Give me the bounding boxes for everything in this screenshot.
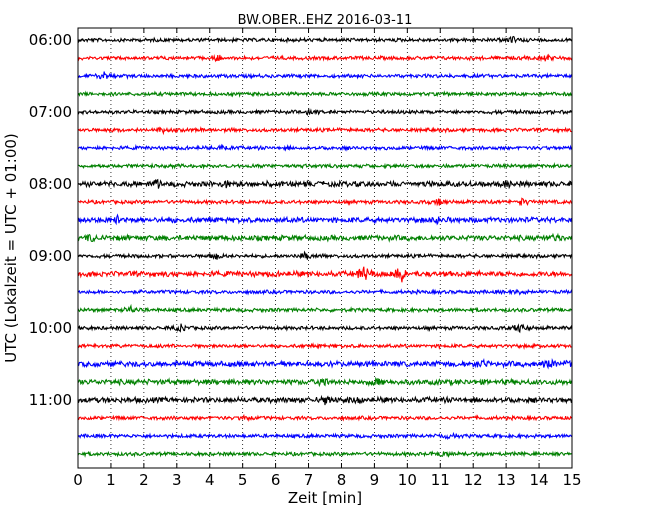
x-tick-label: 10 xyxy=(398,471,417,489)
y-axis-label: UTC (Lokalzeit = UTC + 01:00) xyxy=(2,133,20,363)
y-tick-label: 09:00 xyxy=(29,247,72,265)
grid-lines xyxy=(110,28,540,468)
trace-0930 xyxy=(77,288,573,296)
trace-group xyxy=(77,35,573,458)
x-axis: 0 1 2 3 4 5 6 7 8 9 10 11 12 13 14 15 xyxy=(73,28,582,489)
x-tick-label: 15 xyxy=(562,471,581,489)
trace-0645 xyxy=(77,90,573,98)
x-tick-label: 0 xyxy=(73,471,83,489)
trace-1000 xyxy=(77,323,573,334)
trace-1115 xyxy=(77,413,573,423)
trace-0945 xyxy=(77,303,573,314)
x-axis-label: Zeit [min] xyxy=(288,489,362,507)
x-tick-label: 3 xyxy=(172,471,182,489)
trace-1015 xyxy=(77,342,573,351)
trace-0745 xyxy=(77,161,573,170)
chart-title: BW.OBER..EHZ 2016-03-11 xyxy=(238,13,413,28)
x-tick-label: 5 xyxy=(238,471,248,489)
x-tick-label: 2 xyxy=(139,471,149,489)
plot-frame xyxy=(77,27,573,469)
trace-0630 xyxy=(77,71,573,80)
trace-1100 xyxy=(77,394,573,406)
trace-1130 xyxy=(77,431,573,440)
y-axis: 06:00 07:00 08:00 09:00 10:00 11:00 xyxy=(29,31,572,409)
x-tick-label: 7 xyxy=(304,471,314,489)
trace-0815 xyxy=(77,197,573,207)
trace-0830 xyxy=(77,213,573,226)
x-tick-label: 12 xyxy=(464,471,483,489)
trace-0845 xyxy=(77,232,573,243)
x-tick-label: 13 xyxy=(497,471,516,489)
y-tick-label: 10:00 xyxy=(29,319,72,337)
trace-0600 xyxy=(77,35,573,44)
x-tick-label: 6 xyxy=(271,471,281,489)
x-tick-label: 9 xyxy=(370,471,380,489)
x-tick-label: 8 xyxy=(337,471,347,489)
y-tick-label: 08:00 xyxy=(29,175,72,193)
y-tick-label: 11:00 xyxy=(29,391,72,409)
y-tick-label: 06:00 xyxy=(29,31,72,49)
trace-0915 xyxy=(77,266,573,283)
x-tick-label: 1 xyxy=(106,471,116,489)
trace-0615 xyxy=(77,53,573,63)
x-tick-label: 11 xyxy=(431,471,450,489)
trace-1030 xyxy=(77,358,573,370)
trace-0800 xyxy=(77,178,573,190)
trace-0715 xyxy=(77,126,573,136)
x-tick-label: 4 xyxy=(205,471,215,489)
y-tick-label: 07:00 xyxy=(29,103,72,121)
trace-0700 xyxy=(77,107,573,116)
trace-1145 xyxy=(77,450,573,458)
trace-1045 xyxy=(77,376,573,388)
trace-0730 xyxy=(77,143,573,152)
x-tick-label: 14 xyxy=(530,471,549,489)
trace-0900 xyxy=(77,250,573,260)
